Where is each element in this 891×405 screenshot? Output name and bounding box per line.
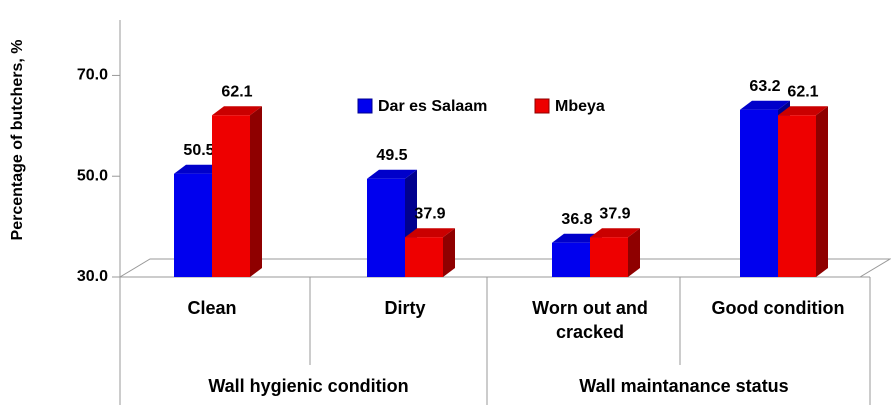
bar-front bbox=[590, 237, 628, 277]
value-label: 37.9 bbox=[599, 205, 630, 222]
bar-front bbox=[174, 173, 212, 277]
legend-swatch bbox=[357, 98, 373, 114]
value-label: 37.9 bbox=[414, 205, 445, 222]
bar bbox=[367, 169, 417, 277]
bar-front bbox=[212, 115, 250, 277]
y-tick-label: 70.0 bbox=[77, 67, 108, 84]
value-label: 62.1 bbox=[787, 83, 818, 100]
y-tick-label: 30.0 bbox=[77, 268, 108, 285]
legend-label: Dar es Salaam bbox=[378, 98, 487, 115]
legend-swatch bbox=[534, 98, 550, 114]
value-label: 63.2 bbox=[749, 78, 780, 95]
bar-side bbox=[628, 228, 640, 277]
x-tick-label: Dirty bbox=[384, 298, 426, 318]
bar-top bbox=[778, 106, 828, 116]
value-label: 62.1 bbox=[221, 83, 252, 100]
bar bbox=[590, 228, 640, 277]
bar bbox=[212, 106, 262, 277]
legend-label: Mbeya bbox=[555, 98, 605, 115]
bar-front bbox=[367, 178, 405, 277]
bar-top bbox=[740, 100, 790, 110]
bar-top bbox=[212, 106, 262, 116]
x-tick-label: Worn out and cracked bbox=[532, 298, 648, 342]
value-label: 36.8 bbox=[561, 211, 592, 228]
bar-top bbox=[405, 228, 455, 238]
bar bbox=[405, 228, 455, 277]
bar-front bbox=[740, 109, 778, 278]
bar bbox=[778, 106, 828, 277]
bar-top bbox=[590, 228, 640, 238]
x-tick-label: Clean bbox=[187, 298, 237, 318]
bar-side bbox=[816, 106, 828, 277]
bar-top bbox=[174, 164, 224, 174]
bar-side bbox=[443, 228, 455, 277]
bar-front bbox=[405, 237, 443, 277]
value-label: 50.5 bbox=[183, 142, 214, 159]
x-tick-label: Good condition bbox=[711, 298, 845, 318]
bar-front bbox=[778, 115, 816, 277]
group-label: Wall maintanance status bbox=[579, 376, 789, 396]
y-tick-label: 50.0 bbox=[77, 167, 108, 184]
bar-top bbox=[552, 233, 602, 243]
bar-top bbox=[367, 169, 417, 179]
value-label: 49.5 bbox=[376, 147, 407, 164]
group-label: Wall hygienic condition bbox=[208, 376, 409, 396]
y-axis-label: Percentage of butchers, % bbox=[9, 40, 26, 241]
bar-side bbox=[250, 106, 262, 277]
bar-front bbox=[552, 242, 590, 277]
